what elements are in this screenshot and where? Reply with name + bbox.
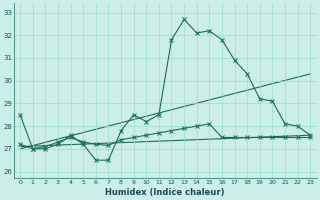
X-axis label: Humidex (Indice chaleur): Humidex (Indice chaleur) — [106, 188, 225, 197]
